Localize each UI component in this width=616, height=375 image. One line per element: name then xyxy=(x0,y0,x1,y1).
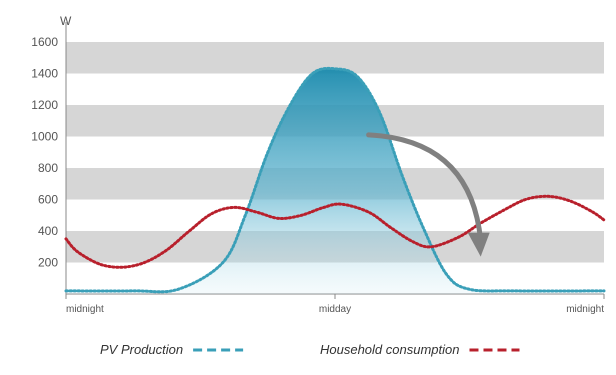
annotation-arrow xyxy=(366,132,490,257)
x-tick-label: midnight xyxy=(566,304,604,315)
household-consumption-line xyxy=(64,194,606,269)
legend: PV Production Household consumption xyxy=(100,342,520,357)
y-tick-label: 1400 xyxy=(31,67,58,81)
x-tick-labels: midnight midday midnight xyxy=(65,294,605,315)
x-tick-label: midnight xyxy=(66,304,104,315)
arrow-shaft xyxy=(366,132,484,244)
legend-label-household-consumption: Household consumption xyxy=(320,342,459,357)
series-layer xyxy=(64,66,606,295)
pv-production-line xyxy=(64,66,606,294)
y-tick-label: 800 xyxy=(38,161,58,175)
legend-label-pv-production: PV Production xyxy=(100,342,183,357)
arrow-head xyxy=(467,232,490,257)
y-tick-label: 400 xyxy=(38,224,58,238)
x-tick-label: midday xyxy=(319,304,351,315)
y-tick-label: 1000 xyxy=(31,130,58,144)
y-tick-label: 1600 xyxy=(31,35,58,49)
y-tick-labels: 200 400 600 800 1000 1200 1400 1600 xyxy=(31,35,58,270)
y-unit-label: W xyxy=(60,14,72,28)
y-tick-label: 600 xyxy=(38,193,58,207)
y-tick-label: 1200 xyxy=(31,98,58,112)
y-tick-label: 200 xyxy=(38,256,58,270)
pv-production-area xyxy=(66,68,604,295)
